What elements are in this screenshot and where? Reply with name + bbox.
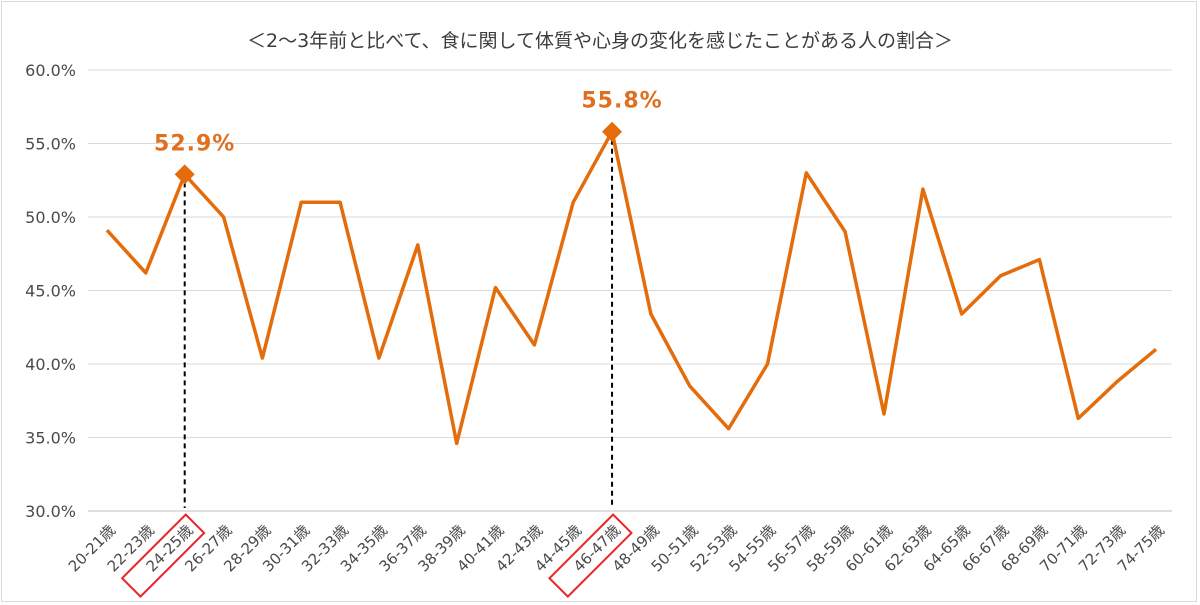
y-tick-label: 35.0% xyxy=(25,429,76,448)
highlight-label: 55.8% xyxy=(581,89,662,114)
y-axis-ticks: 30.0% 35.0% 40.0% 45.0% 50.0% 55.0% 60.0% xyxy=(25,61,76,521)
highlight-label: 52.9% xyxy=(154,131,235,156)
chart-title: ＜2～3年前と比べて、食に関して体質や心身の変化を感じたことがある人の割合＞ xyxy=(247,30,953,52)
y-tick-label: 30.0% xyxy=(25,502,76,521)
highlight-marker xyxy=(174,164,195,185)
y-tick-label: 60.0% xyxy=(25,61,76,80)
y-tick-label: 50.0% xyxy=(25,208,76,227)
highlight-box xyxy=(548,513,633,599)
highlight-guides xyxy=(183,139,614,508)
series-line xyxy=(105,129,1158,446)
series xyxy=(105,121,1158,446)
callouts: 52.9% 55.8% xyxy=(154,89,662,157)
x-axis-ticks: 20-21歳22-23歳24-25歳26-27歳28-29歳30-31歳32-3… xyxy=(65,513,1168,599)
y-tick-label: 40.0% xyxy=(25,355,76,374)
highlight-box xyxy=(120,513,206,599)
y-tick-label: 45.0% xyxy=(25,282,76,301)
y-tick-label: 55.0% xyxy=(25,135,76,154)
highlight-marker xyxy=(602,121,623,142)
gridlines xyxy=(88,69,1172,512)
